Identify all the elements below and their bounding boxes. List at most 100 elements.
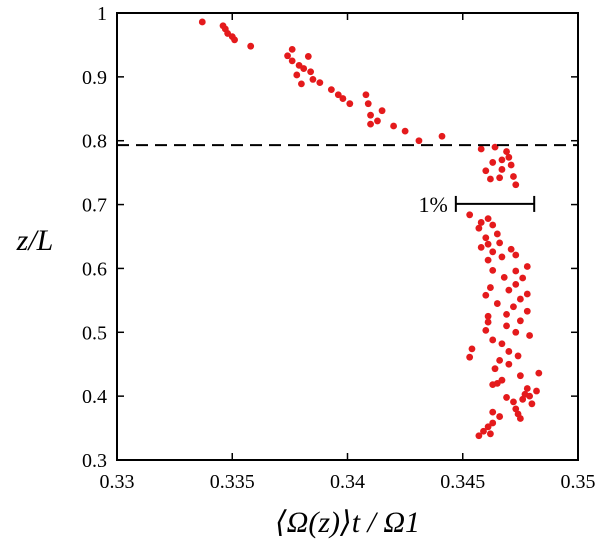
data-point <box>505 360 513 368</box>
data-point <box>519 274 527 282</box>
data-point <box>498 253 506 261</box>
data-point <box>339 95 347 102</box>
y-axis-label: z/L <box>16 224 54 257</box>
data-point <box>487 430 494 438</box>
data-point <box>498 166 506 173</box>
data-point <box>293 71 301 79</box>
data-point <box>364 100 372 108</box>
data-point <box>484 240 492 248</box>
data-point <box>523 385 531 392</box>
data-point <box>526 332 533 339</box>
data-point <box>367 111 374 119</box>
data-point <box>466 353 474 361</box>
data-point <box>489 248 497 256</box>
x-axis-ticks: 0.33 0.335 0.34 0.345 0.35 <box>100 13 596 493</box>
scale-bar-label: 1% <box>419 192 448 217</box>
data-point <box>512 280 520 288</box>
data-point <box>523 290 531 298</box>
y-tick-label: 0.3 <box>82 450 107 472</box>
y-tick-label: 0.5 <box>82 322 107 344</box>
x-tick-label: 0.33 <box>100 471 135 493</box>
data-point <box>512 405 520 413</box>
data-point <box>378 107 386 115</box>
data-point <box>503 148 510 155</box>
data-point <box>523 307 531 315</box>
data-point <box>489 419 497 427</box>
data-point <box>415 137 423 145</box>
data-point <box>484 256 492 264</box>
data-point <box>496 356 504 364</box>
data-point <box>510 303 517 311</box>
data-point <box>316 79 324 87</box>
data-point <box>484 312 492 320</box>
x-tick-label: 0.35 <box>561 471 596 493</box>
data-point <box>512 251 520 259</box>
data-point <box>367 120 374 128</box>
data-point <box>535 369 543 377</box>
data-point <box>484 215 492 223</box>
data-point <box>438 132 446 140</box>
data-point <box>489 408 497 416</box>
data-point <box>487 284 494 291</box>
data-point <box>477 145 485 153</box>
data-point <box>390 122 397 130</box>
data-point <box>505 286 513 294</box>
data-point <box>300 65 308 72</box>
data-point <box>374 117 381 125</box>
data-points <box>198 18 543 440</box>
data-point <box>498 340 506 348</box>
x-tick-label: 0.345 <box>440 471 485 493</box>
y-tick-label: 0.4 <box>82 386 107 408</box>
data-point <box>482 234 490 242</box>
data-point <box>512 267 520 275</box>
scale-bar-group: 1% <box>419 192 536 217</box>
x-tick-label: 0.335 <box>210 471 255 493</box>
data-point <box>284 52 291 60</box>
y-tick-label: 0.6 <box>82 258 107 280</box>
data-point <box>510 398 517 406</box>
data-point <box>496 239 504 247</box>
data-point <box>307 68 315 76</box>
axis-labels: ⟨Ω(z)⟩t / Ω1 z/L <box>16 224 420 539</box>
data-point <box>298 80 305 88</box>
data-point <box>519 395 527 403</box>
data-point <box>528 400 536 408</box>
data-point <box>327 86 335 94</box>
data-point <box>496 174 504 182</box>
data-point <box>475 432 483 440</box>
data-point <box>477 243 485 251</box>
data-point <box>466 211 474 219</box>
data-point <box>491 365 499 373</box>
data-point <box>480 427 487 435</box>
data-point <box>477 219 485 226</box>
data-point <box>346 100 354 108</box>
data-point <box>484 423 492 431</box>
data-point <box>489 159 497 166</box>
data-point <box>482 326 490 334</box>
data-point <box>507 245 515 253</box>
axes <box>116 12 579 461</box>
data-point <box>489 221 497 229</box>
data-point <box>288 57 296 65</box>
data-point <box>523 263 531 270</box>
data-point <box>512 328 520 336</box>
y-tick-label: 0.8 <box>82 131 107 153</box>
data-point <box>362 91 370 99</box>
y-tick-label: 0.7 <box>82 195 107 217</box>
data-point <box>505 153 513 161</box>
data-point <box>526 392 533 400</box>
data-point <box>489 381 497 389</box>
data-point <box>505 348 513 355</box>
data-point <box>334 91 342 99</box>
y-tick-label: 1 <box>97 3 107 25</box>
data-point <box>510 173 517 180</box>
data-point <box>484 318 492 326</box>
x-tick-label: 0.34 <box>330 471 365 493</box>
data-point <box>516 415 524 422</box>
data-point <box>493 300 501 307</box>
data-point <box>533 387 540 395</box>
data-point <box>482 167 490 175</box>
plot-frame <box>116 12 579 461</box>
data-point <box>489 336 497 344</box>
